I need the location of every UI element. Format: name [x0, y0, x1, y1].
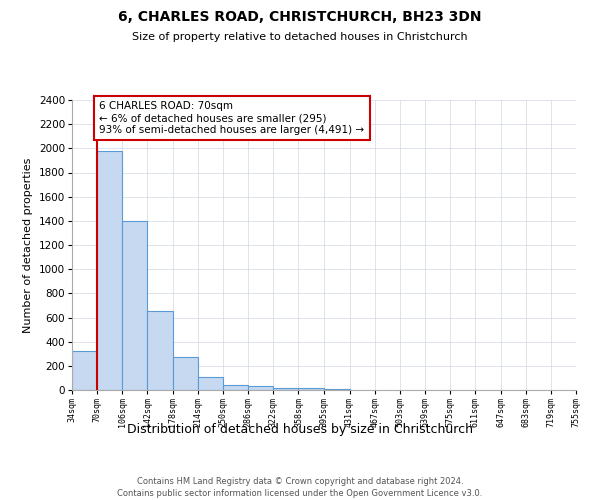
Bar — [274, 388, 298, 390]
Text: Contains public sector information licensed under the Open Government Licence v3: Contains public sector information licen… — [118, 489, 482, 498]
Bar — [148, 312, 173, 390]
Bar — [97, 151, 122, 390]
Y-axis label: Number of detached properties: Number of detached properties — [23, 158, 33, 332]
Text: 6 CHARLES ROAD: 70sqm
← 6% of detached houses are smaller (295)
93% of semi-deta: 6 CHARLES ROAD: 70sqm ← 6% of detached h… — [99, 102, 364, 134]
Text: Distribution of detached houses by size in Christchurch: Distribution of detached houses by size … — [127, 422, 473, 436]
Bar — [298, 388, 323, 390]
Text: Size of property relative to detached houses in Christchurch: Size of property relative to detached ho… — [132, 32, 468, 42]
Bar — [173, 357, 198, 390]
Bar — [72, 350, 97, 390]
Bar — [122, 221, 148, 390]
Bar — [248, 386, 274, 390]
Text: Contains HM Land Registry data © Crown copyright and database right 2024.: Contains HM Land Registry data © Crown c… — [137, 478, 463, 486]
Bar — [223, 384, 248, 390]
Text: 6, CHARLES ROAD, CHRISTCHURCH, BH23 3DN: 6, CHARLES ROAD, CHRISTCHURCH, BH23 3DN — [118, 10, 482, 24]
Bar — [198, 378, 223, 390]
